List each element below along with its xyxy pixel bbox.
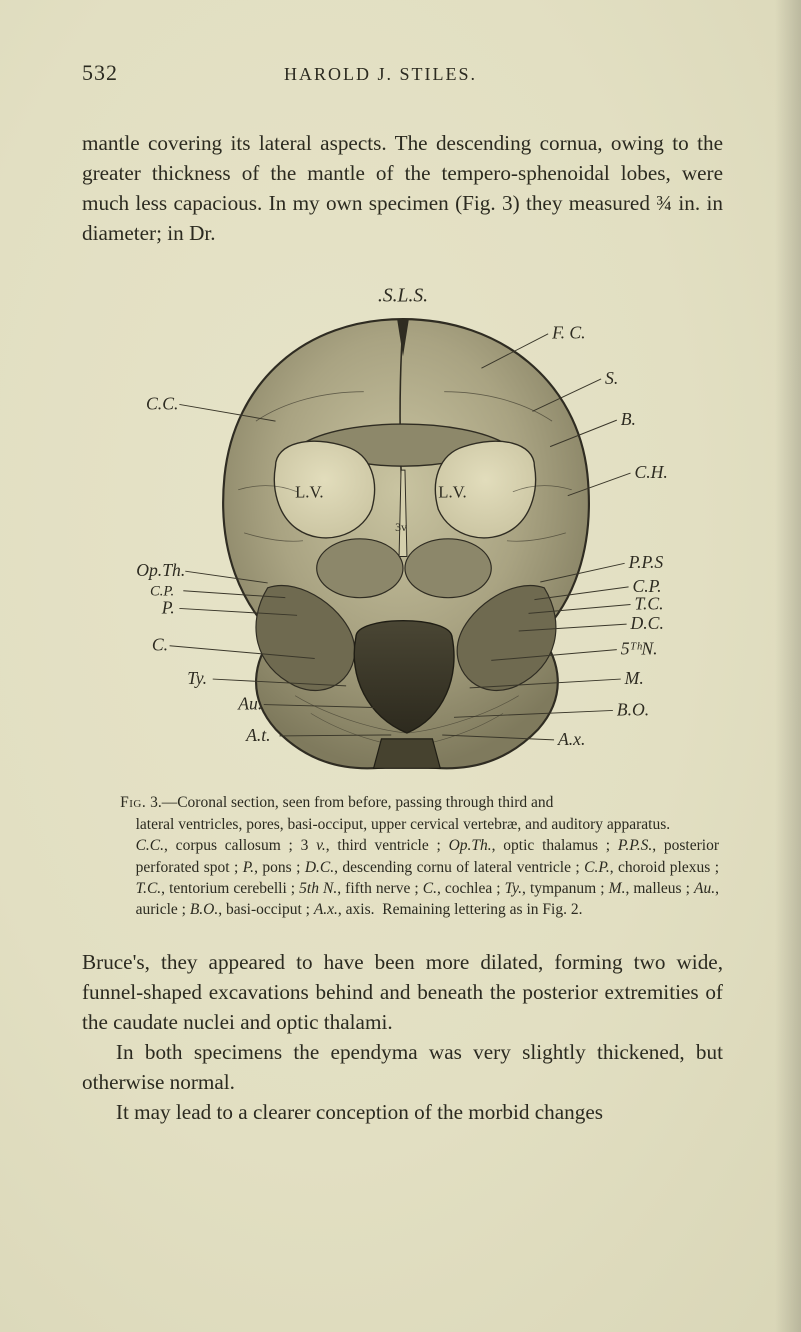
page-header: 532 HAROLD J. STILES. xyxy=(82,60,723,86)
figure-label-CC: C.C. xyxy=(146,394,178,414)
paragraph-3: In both specimens the ependyma was very … xyxy=(82,1037,723,1097)
figure-3-caption: Fig. 3.—Coronal section, seen from befor… xyxy=(86,792,719,920)
figure-label-TC: T.C. xyxy=(634,594,663,614)
figure-label-lv-right: L.V. xyxy=(438,483,466,502)
figure-label-Ax: A.x. xyxy=(556,729,584,749)
caption-lead-cont: lateral ventricles, pores, basi-occiput,… xyxy=(86,814,719,835)
figure-label-B: B. xyxy=(620,409,635,429)
paragraph-4: It may lead to a clearer conception of t… xyxy=(82,1097,723,1127)
caption-legend: C.C., corpus callosum ; 3 v., third vent… xyxy=(86,835,719,921)
figure-label-FC: F. C. xyxy=(551,323,586,343)
figure-label-3v: 3v xyxy=(395,521,407,534)
figure-label-PPS: P.P.S xyxy=(627,553,663,573)
figure-label-DC: D.C. xyxy=(629,613,663,633)
figure-label-P_l: P. xyxy=(160,598,174,618)
caption-fig-label: Fig. xyxy=(120,794,146,811)
body-text-bottom: Bruce's, they appeared to have been more… xyxy=(82,947,723,1128)
figure-label-sls: .S.L.S. xyxy=(377,286,427,307)
figure-label-CH: C.H. xyxy=(634,462,667,482)
figure-label-Au: Au. xyxy=(237,694,262,714)
figure-3-illustration: .S.L.S. xyxy=(123,274,683,784)
paragraph-1: mantle covering its lateral aspects. The… xyxy=(82,128,723,248)
figure-label-S: S. xyxy=(605,368,618,388)
figure-label-lv-left: L.V. xyxy=(295,483,323,502)
body-text-top: mantle covering its lateral aspects. The… xyxy=(82,128,723,248)
running-head: HAROLD J. STILES. xyxy=(78,64,683,85)
figure-label-Ty: Ty. xyxy=(187,668,207,688)
paragraph-2: Bruce's, they appeared to have been more… xyxy=(82,947,723,1037)
figure-label-5thN: 5ᵀʰN. xyxy=(620,639,657,659)
figure-label-BO: B.O. xyxy=(616,700,648,720)
figure-label-OpTh: Op.Th. xyxy=(136,560,185,580)
figure-label-At: A.t. xyxy=(245,725,271,745)
brain-section xyxy=(223,319,589,768)
caption-lead: 3.—Coronal section, seen from before, pa… xyxy=(150,794,553,811)
page: 532 HAROLD J. STILES. mantle covering it… xyxy=(0,0,801,1332)
figure-3: .S.L.S. xyxy=(82,274,723,920)
figure-label-C_l: C. xyxy=(151,635,167,655)
figure-label-M: M. xyxy=(623,668,643,688)
